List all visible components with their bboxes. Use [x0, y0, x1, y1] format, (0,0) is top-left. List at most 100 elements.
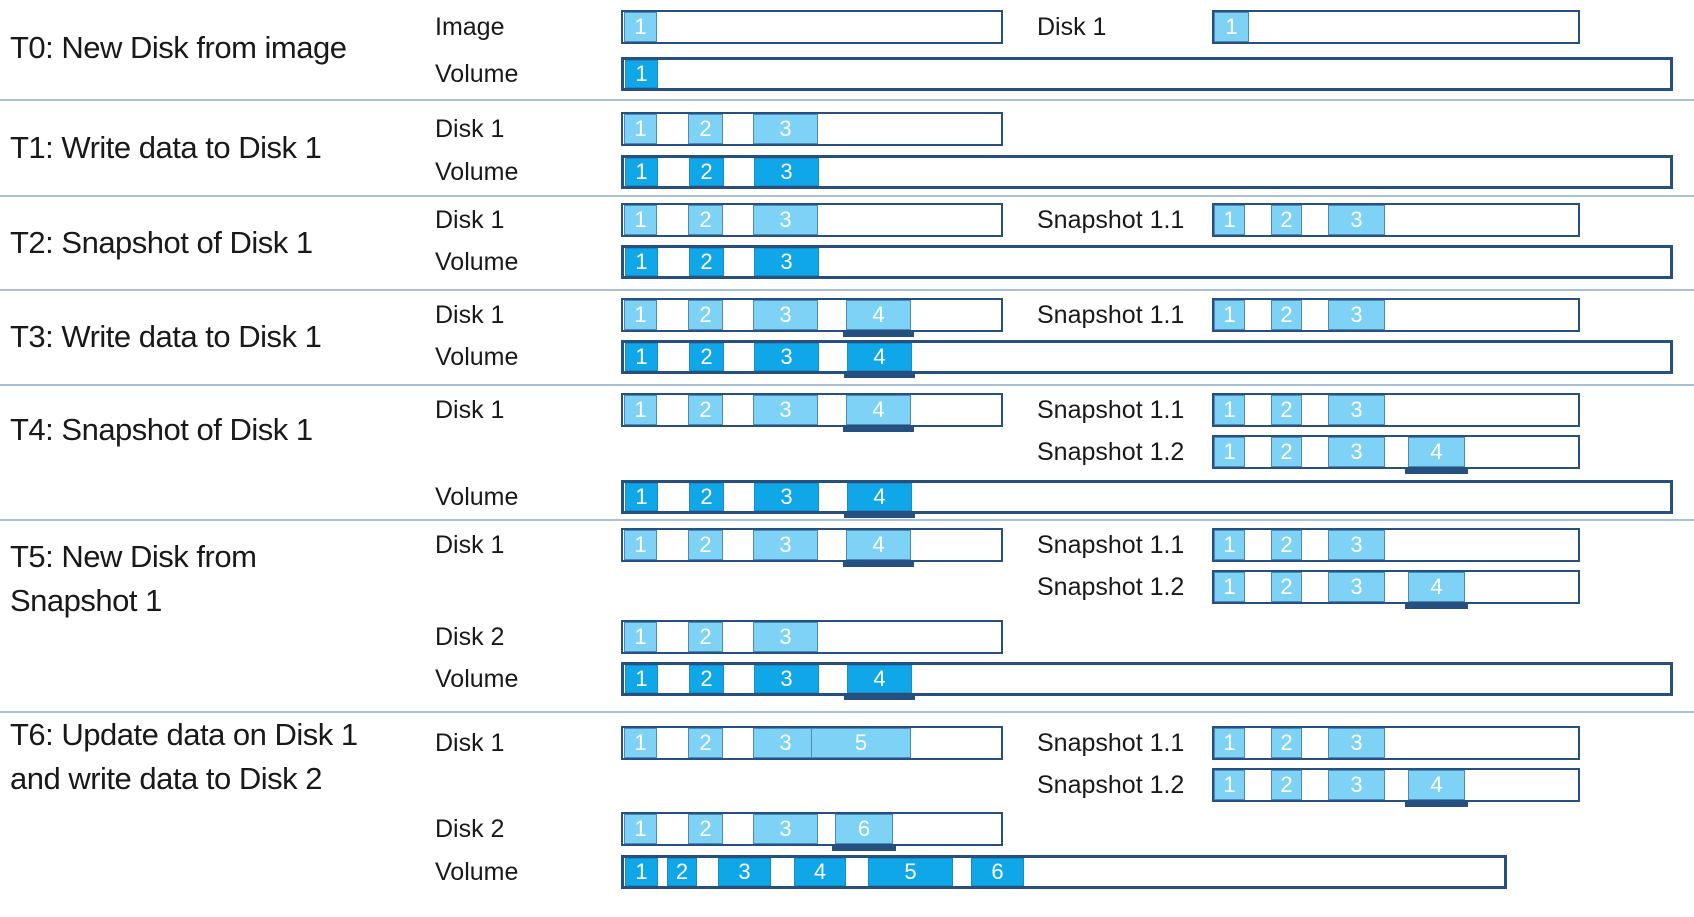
row-label: Disk 1 [435, 206, 505, 234]
block-number: 4 [872, 302, 885, 327]
block-3: 3 [1328, 395, 1385, 425]
row-label: Disk 1 [435, 301, 505, 329]
block-2: 2 [1271, 770, 1302, 800]
block-4: 4 [1405, 437, 1468, 474]
block-number: 3 [738, 859, 751, 884]
block-number: 3 [780, 344, 793, 369]
block-4: 4 [844, 665, 915, 700]
snapshot-1-1-bar: 1 2 3 [1212, 203, 1580, 237]
block-5: 5 [868, 858, 953, 886]
row-label: Snapshot 1.1 [1037, 301, 1185, 329]
block-number: 3 [779, 816, 792, 841]
section-title: T4: Snapshot of Disk 1 [10, 412, 313, 447]
new-block-underline [843, 426, 914, 432]
block-number: 3 [1350, 397, 1363, 422]
block-number: 2 [699, 397, 712, 422]
volume-bar: 1 2 3 [621, 245, 1673, 279]
block-1: 1 [1214, 770, 1245, 800]
block-number: 4 [1430, 439, 1443, 464]
disk2-bar: 1 2 3 [621, 620, 1003, 654]
block-1: 1 [624, 12, 657, 42]
volume-bar: 1 2 3 4 [621, 662, 1673, 700]
block-1: 1 [624, 205, 657, 235]
section-separator-line [0, 195, 1694, 197]
volume-bar: 1 2 3 [621, 155, 1673, 189]
row-label: Volume [435, 343, 519, 371]
block-number: 3 [1350, 574, 1363, 599]
block-2: 2 [688, 395, 723, 425]
block-number: 2 [1280, 207, 1293, 232]
block-3: 3 [753, 114, 818, 144]
block-number: 3 [1350, 532, 1363, 557]
section-title: T2: Snapshot of Disk 1 [10, 225, 313, 260]
block-number: 3 [779, 116, 792, 141]
block-number: 1 [634, 397, 647, 422]
row-label: Disk 1 [1037, 13, 1107, 41]
block-1: 1 [1214, 728, 1245, 758]
block-2: 2 [688, 622, 723, 652]
disk1-bar: 1 2 3 [621, 112, 1003, 146]
block-1: 1 [625, 60, 658, 88]
section-separator-line [0, 711, 1694, 713]
block-number: 3 [779, 624, 792, 649]
section-title: Snapshot 1 [10, 583, 162, 618]
block-3: 3 [1328, 437, 1385, 467]
section-separator-line [0, 289, 1694, 291]
block-6: 6 [971, 858, 1024, 886]
block-number: 3 [779, 397, 792, 422]
section-title: T3: Write data to Disk 1 [10, 319, 322, 354]
block-number: 3 [779, 730, 792, 755]
row-label: Snapshot 1.2 [1037, 438, 1185, 466]
block-2: 2 [667, 858, 697, 886]
block-number: 2 [1280, 574, 1293, 599]
block-2: 2 [688, 530, 723, 560]
block-1: 1 [624, 300, 657, 330]
disk1-bar: 1 [1212, 10, 1580, 44]
block-number: 4 [872, 532, 885, 557]
row-label: Volume [435, 248, 519, 276]
block-number: 2 [700, 249, 713, 274]
new-block-underline [1405, 801, 1468, 807]
row-label: Disk 1 [435, 531, 505, 559]
row-label: Disk 1 [435, 729, 505, 757]
section-title: T0: New Disk from image [10, 30, 347, 65]
block-2: 2 [1271, 395, 1302, 425]
section-title: T6: Update data on Disk 1 [10, 717, 358, 752]
block-3: 3 [753, 530, 818, 560]
block-number: 1 [634, 816, 647, 841]
block-3: 3 [1328, 728, 1385, 758]
block-1: 1 [1214, 395, 1245, 425]
block-number: 3 [780, 159, 793, 184]
new-block-underline [844, 694, 915, 700]
row-label: Volume [435, 158, 519, 186]
block-3: 3 [754, 343, 819, 371]
block-number: 1 [1223, 302, 1236, 327]
block-3: 3 [754, 483, 819, 511]
block-number: 1 [1223, 574, 1236, 599]
block-number: 1 [635, 859, 648, 884]
block-number: 2 [1280, 730, 1293, 755]
block-number: 2 [700, 666, 713, 691]
block-2: 2 [1271, 530, 1302, 560]
block-3: 3 [754, 665, 819, 693]
block-1: 1 [625, 343, 658, 371]
block-number: 2 [699, 116, 712, 141]
block-number: 1 [634, 116, 647, 141]
block-1: 1 [625, 858, 658, 886]
block-number: 1 [635, 484, 648, 509]
block-number: 2 [1280, 439, 1293, 464]
block-number: 4 [873, 344, 886, 369]
block-1: 1 [1214, 530, 1245, 560]
block-number: 3 [1350, 439, 1363, 464]
block-1: 1 [1214, 437, 1245, 467]
row-label: Snapshot 1.1 [1037, 396, 1185, 424]
block-1: 1 [624, 530, 657, 560]
block-number: 1 [634, 207, 647, 232]
row-label: Disk 2 [435, 815, 505, 843]
disk1-bar: 1 2 3 [621, 203, 1003, 237]
section-title: and write data to Disk 2 [10, 761, 322, 796]
block-number: 2 [699, 624, 712, 649]
block-3: 3 [1328, 770, 1385, 800]
block-number: 2 [700, 484, 713, 509]
